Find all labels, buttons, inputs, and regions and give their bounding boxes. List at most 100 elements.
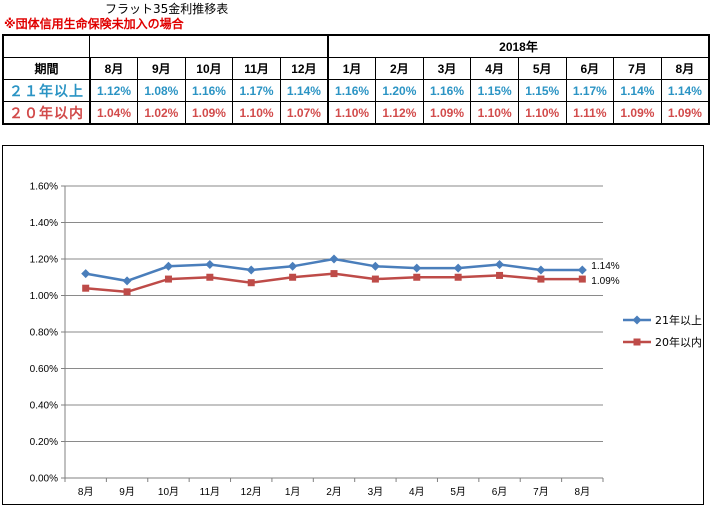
y-tick-label: 1.40%	[30, 218, 58, 229]
month-header: 4月	[470, 57, 519, 80]
row-label: ２０年以内	[2, 101, 91, 125]
data-point	[330, 270, 338, 278]
data-label: 1.14%	[591, 261, 619, 272]
data-label: 1.09%	[591, 276, 619, 287]
rate-cell: 1.16%	[422, 79, 472, 102]
y-tick-label: 0.00%	[30, 474, 58, 485]
rate-cell: 1.20%	[375, 79, 424, 102]
data-point	[329, 254, 339, 264]
rate-cell: 1.12%	[375, 101, 424, 125]
rate-cell: 1.11%	[565, 101, 615, 125]
rate-cell: 1.14%	[279, 79, 329, 102]
rate-cell: 1.16%	[184, 79, 234, 102]
x-tick-label: 7月	[533, 486, 549, 498]
data-point	[370, 261, 380, 271]
data-point	[163, 261, 173, 271]
rate-cell: 1.10%	[232, 101, 281, 125]
y-tick-label: 0.80%	[30, 328, 58, 339]
x-tick-label: 6月	[492, 486, 508, 498]
month-header: 3月	[422, 57, 472, 80]
rate-cell: 1.17%	[565, 79, 615, 102]
data-point	[206, 273, 214, 281]
line-chart: 0.00% 0.20% 0.40% 0.60% 0.80% 1.00% 1.20% 1.40%…	[30, 182, 702, 499]
x-tick-label: 3月	[368, 486, 384, 498]
header-row-month: 期間 8月 9月 10月 11月 12月 1月 2月 3月 4月 5月 6月 7月 8月	[2, 57, 710, 80]
data-point	[246, 265, 256, 275]
data-point	[289, 273, 297, 281]
x-tick-label: 5月	[450, 486, 466, 498]
x-tick-label: 12月	[241, 486, 262, 498]
rate-cell: 1.08%	[137, 79, 186, 102]
x-tick-label: 2月	[326, 486, 342, 498]
rate-cell: 1.15%	[517, 79, 567, 102]
data-point	[164, 275, 172, 283]
data-point	[123, 288, 131, 296]
rate-cell: 1.16%	[326, 79, 377, 102]
x-tick-label: 11月	[200, 486, 220, 498]
month-header: 6月	[565, 57, 615, 80]
rate-cell: 1.10%	[326, 101, 377, 125]
month-header: 10月	[184, 57, 234, 80]
chart-area: 0.00% 0.20% 0.40% 0.60% 0.80% 1.00% 1.20% 1.40%…	[2, 145, 704, 505]
table-row: ２１年以上 1.12% 1.08% 1.16% 1.17% 1.14% 1.16% 1.20%…	[2, 79, 710, 102]
data-point	[371, 275, 379, 283]
rate-cell: 1.02%	[137, 101, 186, 125]
data-point	[122, 276, 132, 286]
y-tick-label: 1.60%	[30, 182, 58, 193]
rate-cell: 1.09%	[422, 101, 472, 125]
x-tick-label: 4月	[409, 486, 425, 498]
data-point	[578, 275, 586, 283]
y-tick-label: 0.20%	[30, 437, 58, 448]
period-header: 期間	[2, 57, 91, 80]
rate-table: 2018年 期間 8月 9月 10月 11月 12月 1月 2月 3月 4月 5月 6月 7月 8月 ２１年以…	[2, 34, 710, 125]
month-header: 9月	[137, 57, 186, 80]
month-header: 5月	[517, 57, 567, 80]
header-row-year: 2018年	[2, 34, 710, 58]
rate-cell: 1.10%	[470, 101, 519, 125]
rate-cell: 1.07%	[279, 101, 329, 125]
rate-cell: 1.09%	[184, 101, 234, 125]
y-tick-label: 1.00%	[30, 291, 58, 302]
empty-cell	[2, 34, 91, 58]
note-text: ※団体信用生命保険未加入の場合	[4, 17, 184, 31]
month-header: 8月	[660, 57, 710, 80]
rate-cell: 1.14%	[613, 79, 662, 102]
data-point	[81, 269, 91, 279]
month-header: 11月	[232, 57, 281, 80]
data-point	[288, 261, 298, 271]
month-header: 8月	[88, 57, 139, 80]
empty-year-cell	[89, 34, 329, 58]
rate-cell: 1.17%	[232, 79, 281, 102]
data-point	[453, 263, 463, 273]
data-point	[536, 265, 546, 275]
data-point	[537, 275, 545, 283]
data-point	[413, 273, 421, 281]
x-tick-label: 8月	[78, 486, 94, 498]
data-point	[496, 271, 504, 279]
rate-cell: 1.12%	[88, 79, 139, 102]
x-tick-label: 9月	[119, 486, 135, 498]
legend-label: 21年以上	[655, 313, 702, 327]
y-tick-label: 0.60%	[30, 364, 58, 375]
x-tick-label: 1月	[285, 486, 301, 498]
page-title: フラット35金利推移表	[105, 2, 229, 16]
data-point	[247, 279, 255, 287]
rate-cell: 1.09%	[660, 101, 710, 125]
month-header: 12月	[279, 57, 329, 80]
month-header: 2月	[375, 57, 424, 80]
rate-cell: 1.15%	[470, 79, 519, 102]
legend-marker	[633, 338, 641, 346]
rate-cell: 1.10%	[517, 101, 567, 125]
month-header: 7月	[613, 57, 662, 80]
table-row: ２０年以内 1.04% 1.02% 1.09% 1.10% 1.07% 1.10% 1.12%…	[2, 101, 710, 125]
data-point	[205, 259, 215, 269]
rate-cell: 1.04%	[88, 101, 139, 125]
data-point	[82, 284, 90, 292]
year-header: 2018年	[326, 34, 710, 58]
y-tick-label: 1.20%	[30, 255, 58, 266]
legend-label: 20年以内	[655, 335, 702, 349]
legend-marker	[632, 315, 642, 325]
rate-cell: 1.14%	[660, 79, 710, 102]
x-tick-label: 8月	[575, 486, 591, 498]
y-tick-label: 0.40%	[30, 401, 58, 412]
